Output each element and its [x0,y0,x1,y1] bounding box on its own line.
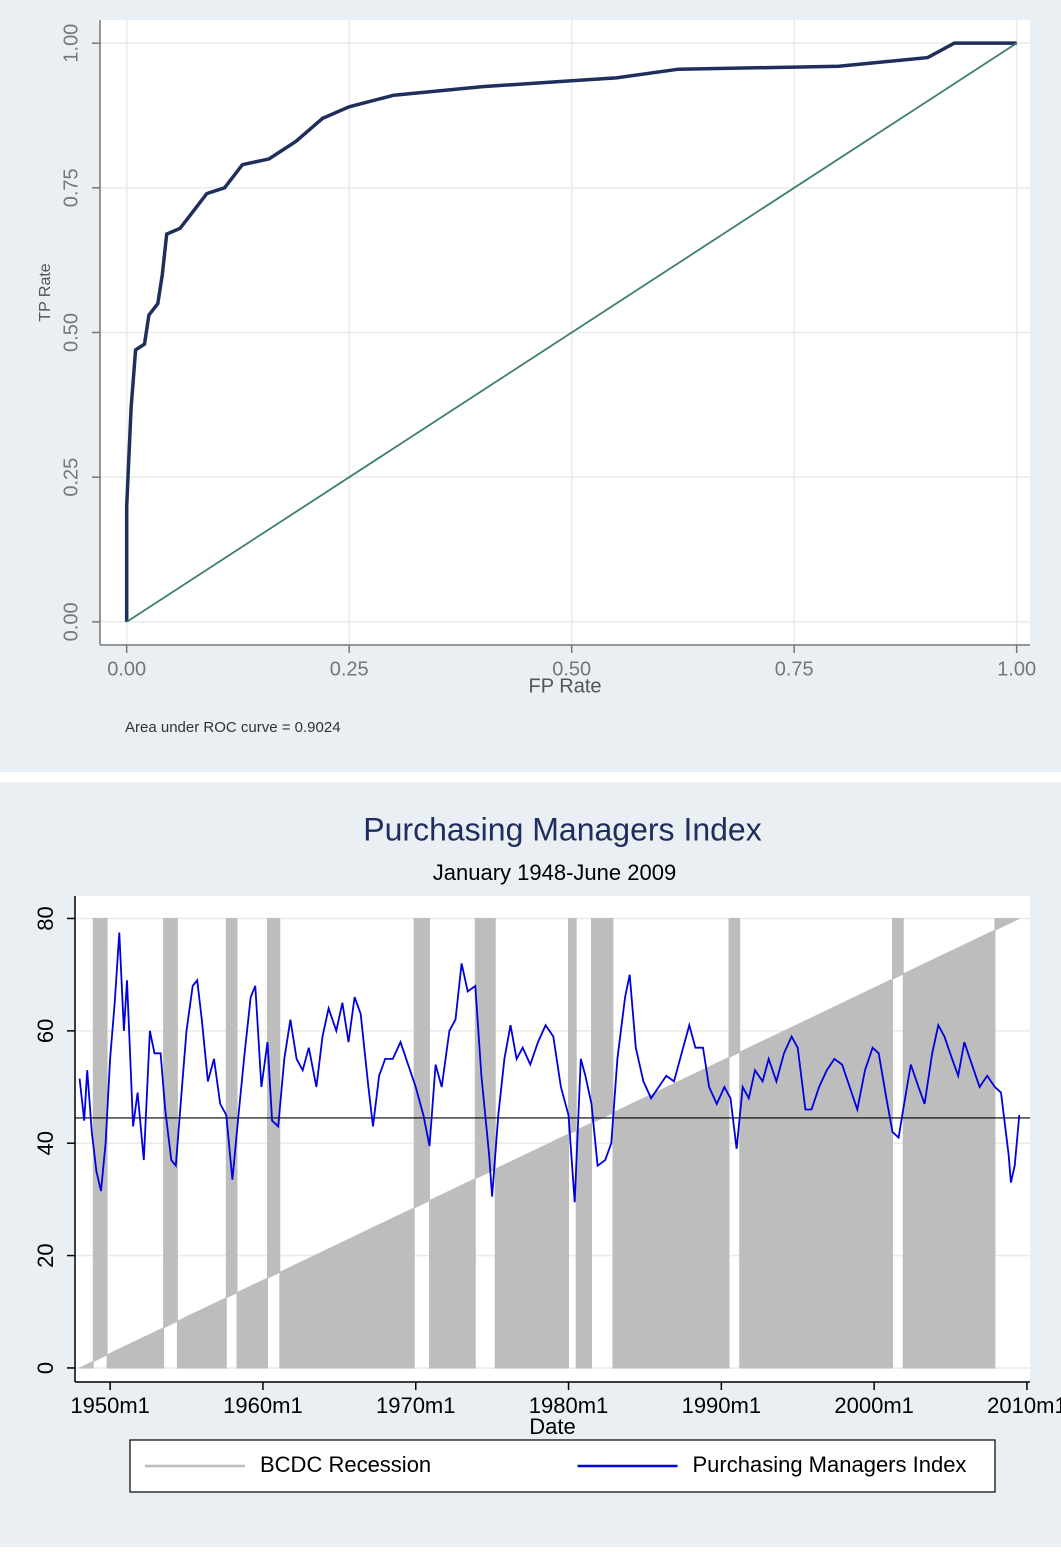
y-tick-label: 0.75 [60,168,82,207]
x-tick-label: 2000m1 [834,1393,914,1418]
legend-label: Purchasing Managers Index [693,1452,967,1477]
chart-subtitle: January 1948-June 2009 [433,860,676,885]
y-tick-label: 0.00 [60,602,82,641]
y-axis-label: TP Rate [37,263,54,322]
y-tick-label: 80 [33,906,58,930]
y-tick-label: 0 [33,1362,58,1374]
y-tick-label: 0.50 [60,313,82,352]
series-line [126,42,1018,623]
x-tick-label: 1960m1 [223,1393,303,1418]
y-tick-label: 1.00 [60,24,82,63]
x-tick-label: 0.50 [552,658,591,680]
y-tick-label: 20 [33,1243,58,1267]
recession-area [79,918,1020,1369]
y-tick-label: 40 [33,1131,58,1155]
x-tick-label: 0.25 [330,658,369,680]
series-line [124,41,1017,622]
x-tick-label: 1970m1 [376,1393,456,1418]
x-tick-label: 1980m1 [529,1393,609,1418]
series-line [78,932,1021,1203]
x-tick-label: 1990m1 [682,1393,762,1418]
x-tick-label: 1950m1 [70,1393,150,1418]
chart-title: Purchasing Managers Index [363,811,761,847]
x-tick-label: 1.00 [997,658,1036,680]
x-tick-label: 2010m1 [987,1393,1061,1418]
legend-box [129,1439,996,1493]
annotation: Area under ROC curve = 0.9024 [125,719,341,736]
x-axis-label: Date [529,1414,575,1439]
y-tick-label: 0.25 [60,458,82,497]
x-tick-label: 0.75 [775,658,814,680]
x-tick-label: 0.00 [107,658,146,680]
y-tick-label: 60 [33,1019,58,1043]
legend-label: BCDC Recession [260,1452,431,1477]
x-axis-label: FP Rate [529,675,602,697]
